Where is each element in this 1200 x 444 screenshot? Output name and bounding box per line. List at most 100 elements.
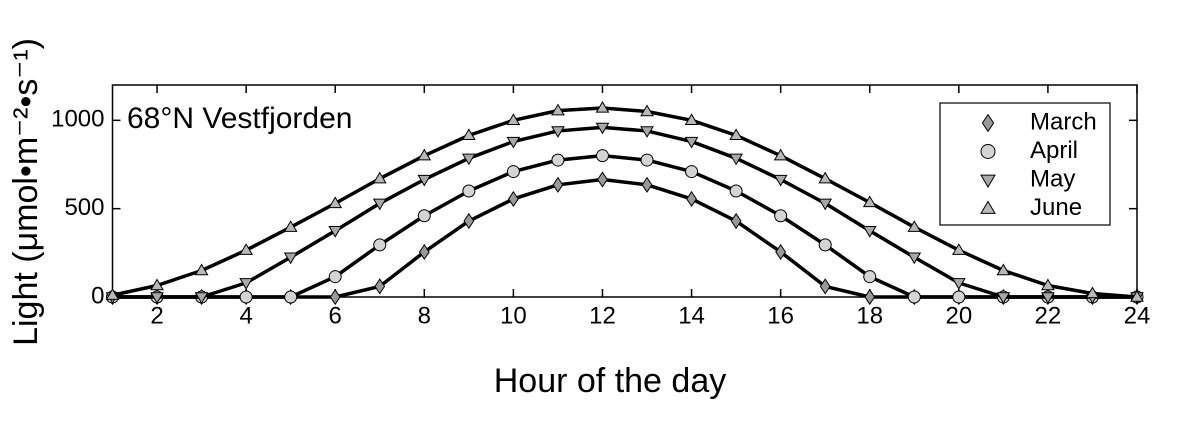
x-tick-label: 14 xyxy=(678,302,705,329)
data-point xyxy=(595,149,609,163)
data-point xyxy=(907,220,922,232)
series-line xyxy=(112,106,1138,299)
y-tick-label: 500 xyxy=(64,194,104,221)
data-point xyxy=(729,153,743,166)
legend-label: June xyxy=(1030,194,1082,221)
data-point xyxy=(194,263,209,276)
data-point xyxy=(239,278,254,290)
data-point xyxy=(996,292,1011,304)
data-point xyxy=(462,184,476,198)
data-point xyxy=(951,278,966,290)
data-point xyxy=(595,100,610,113)
data-point xyxy=(328,270,342,284)
data-point xyxy=(818,171,833,184)
legend-marker xyxy=(980,144,996,159)
data-point xyxy=(506,113,521,126)
data-point xyxy=(774,209,788,223)
data-point xyxy=(640,153,654,167)
series-line xyxy=(112,125,1137,299)
data-point xyxy=(1085,286,1100,299)
data-point xyxy=(819,278,831,295)
data-point xyxy=(1041,292,1055,304)
data-point xyxy=(372,198,387,211)
data-point xyxy=(551,126,565,138)
data-point xyxy=(640,126,654,138)
data-point xyxy=(773,174,788,187)
data-point xyxy=(862,226,877,238)
data-point xyxy=(595,122,610,135)
legend-box xyxy=(939,102,1111,226)
data-point xyxy=(417,174,432,187)
data-point xyxy=(239,243,254,255)
data-point xyxy=(863,270,877,284)
legend-label: March xyxy=(1030,108,1097,135)
data-point xyxy=(194,292,209,304)
legend-marker xyxy=(980,174,996,188)
data-point xyxy=(730,212,742,230)
data-point xyxy=(506,165,520,179)
legend-marker xyxy=(980,200,996,214)
data-point xyxy=(150,292,164,304)
legend-label: April xyxy=(1030,137,1078,164)
data-point xyxy=(729,184,743,198)
data-point xyxy=(328,196,343,209)
data-point xyxy=(996,263,1011,276)
data-point xyxy=(284,290,298,304)
x-tick-label: 22 xyxy=(1035,302,1062,329)
data-point xyxy=(283,220,298,232)
data-point xyxy=(773,148,788,161)
data-point xyxy=(150,278,164,291)
y-tick-label: 0 xyxy=(91,282,104,309)
data-point xyxy=(951,243,966,255)
data-point xyxy=(105,288,120,300)
x-axis-label: Hour of the day xyxy=(494,362,726,400)
data-point xyxy=(684,136,699,149)
x-tick-label: 20 xyxy=(945,302,972,329)
data-point xyxy=(907,252,922,265)
data-point xyxy=(1041,278,1055,291)
data-point xyxy=(640,104,654,117)
data-point xyxy=(684,113,699,126)
data-point xyxy=(461,128,476,141)
data-point xyxy=(818,238,832,252)
data-point xyxy=(506,136,521,149)
data-point xyxy=(328,226,343,238)
plot-frame xyxy=(111,84,1138,298)
data-point xyxy=(239,290,253,304)
annotation: 68°N Vestfjorden xyxy=(127,102,352,135)
data-point xyxy=(729,128,743,141)
data-point xyxy=(641,176,653,193)
x-tick-label: 2 xyxy=(150,302,163,329)
legend-label: May xyxy=(1030,165,1075,192)
data-point xyxy=(818,198,833,211)
x-tick-label: 4 xyxy=(239,302,252,329)
series-line xyxy=(112,153,1137,299)
data-point xyxy=(372,171,387,184)
y-tick-label: 1000 xyxy=(51,106,104,133)
data-point xyxy=(551,103,565,116)
data-point xyxy=(283,252,298,265)
data-point xyxy=(775,243,787,261)
data-point xyxy=(374,278,386,295)
data-point xyxy=(417,209,431,223)
data-point xyxy=(507,190,519,208)
x-tick-label: 6 xyxy=(329,302,342,329)
data-point xyxy=(329,288,341,306)
data-point xyxy=(551,153,565,167)
x-tick-label: 24 xyxy=(1124,302,1151,329)
x-tick-label: 12 xyxy=(589,302,616,329)
x-tick-label: 18 xyxy=(856,302,883,329)
data-point xyxy=(864,288,876,306)
data-point xyxy=(418,243,430,261)
data-point xyxy=(461,153,476,166)
data-point xyxy=(862,195,877,208)
x-tick-label: 10 xyxy=(500,302,527,329)
data-point xyxy=(907,290,921,304)
data-point xyxy=(552,176,564,193)
data-point xyxy=(1130,290,1144,302)
data-point xyxy=(952,290,966,304)
data-point xyxy=(417,148,432,161)
x-tick-label: 8 xyxy=(418,302,431,329)
legend-marker xyxy=(981,113,995,133)
